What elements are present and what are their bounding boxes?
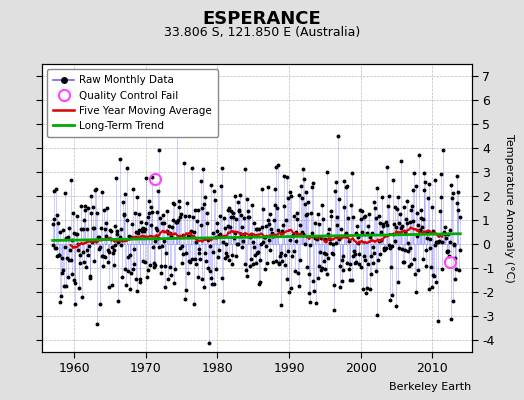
Text: ESPERANCE: ESPERANCE: [203, 10, 321, 28]
Text: Berkeley Earth: Berkeley Earth: [389, 382, 472, 392]
Text: 33.806 S, 121.850 E (Australia): 33.806 S, 121.850 E (Australia): [164, 26, 360, 39]
Legend: Raw Monthly Data, Quality Control Fail, Five Year Moving Average, Long-Term Tren: Raw Monthly Data, Quality Control Fail, …: [47, 69, 219, 137]
Y-axis label: Temperature Anomaly (°C): Temperature Anomaly (°C): [504, 134, 514, 282]
